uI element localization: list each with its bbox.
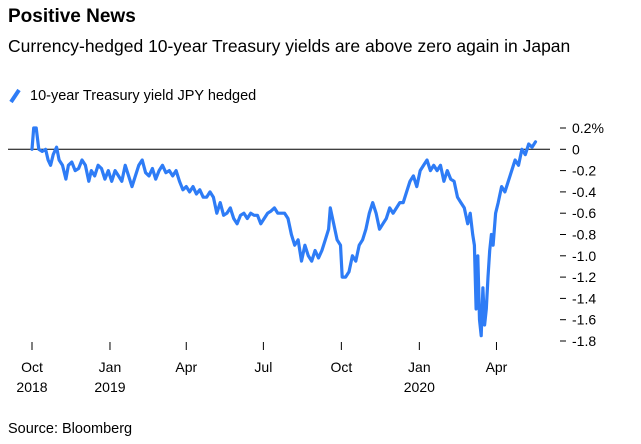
- y-tick-label: -1.4: [572, 290, 596, 306]
- legend-swatch: [9, 88, 21, 104]
- x-tick-label: Jul: [254, 359, 272, 375]
- y-tick-label: -1.0: [572, 248, 596, 264]
- x-tick-label: Oct: [330, 359, 352, 375]
- source-note: Source: Bloomberg: [8, 421, 133, 437]
- y-tick-label: -0.6: [572, 205, 596, 221]
- legend-label: 10-year Treasury yield JPY hedged: [30, 88, 257, 104]
- y-tick-label: -1.8: [572, 333, 596, 349]
- y-tick-label: -1.6: [572, 312, 596, 328]
- chart-title: Positive News: [8, 6, 136, 27]
- x-tick-label: Oct: [21, 359, 43, 375]
- y-tick-label: 0.2%: [572, 120, 604, 136]
- x-tick-label: Jan: [408, 359, 431, 375]
- y-tick-label: -1.2: [572, 269, 596, 285]
- x-tick-year-label: 2018: [16, 379, 47, 395]
- x-tick-label: Apr: [175, 359, 197, 375]
- chart-legend: 10-year Treasury yield JPY hedged: [8, 88, 256, 104]
- x-tick-label: Apr: [486, 359, 508, 375]
- x-tick-label: Jan: [99, 359, 122, 375]
- chart-subtitle: Currency-hedged 10-year Treasury yields …: [8, 36, 571, 56]
- y-tick-label: 0: [572, 141, 580, 157]
- y-tick-label: -0.8: [572, 227, 596, 243]
- x-tick-year-label: 2019: [94, 379, 125, 395]
- x-tick-year-label: 2020: [404, 379, 435, 395]
- y-tick-label: -0.4: [572, 184, 596, 200]
- series-line: [30, 126, 538, 338]
- y-tick-label: -0.2: [572, 163, 596, 179]
